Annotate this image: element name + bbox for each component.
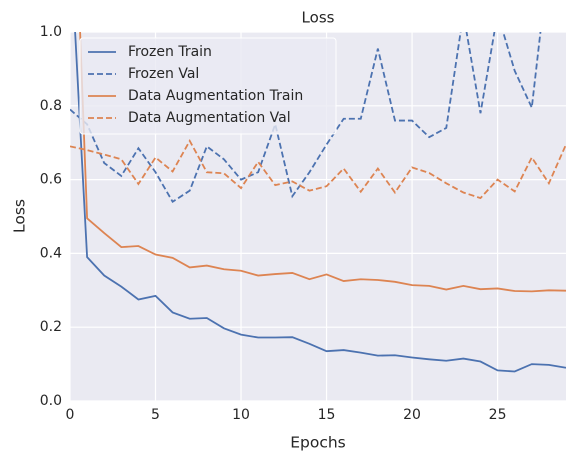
series-line [79,32,566,293]
x-tick-label: 25 [489,407,507,423]
x-axis-label: Epochs [290,434,346,452]
legend-label: Frozen Val [128,66,199,82]
y-tick-label: 0.6 [40,172,62,188]
chart-title: Loss [302,9,335,27]
series-line [70,138,566,200]
y-tick-label: 0.4 [40,245,62,261]
x-tick-label: 0 [66,407,75,423]
x-tick-label: 20 [403,407,421,423]
x-tick-label: 5 [151,407,160,423]
legend-label: Data Augmentation Val [128,110,291,126]
y-tick-label: 0.2 [40,319,62,335]
x-tick-label: 15 [318,407,336,423]
y-tick-label: 0.0 [40,393,62,409]
series-line [74,32,566,373]
legend-label: Data Augmentation Train [128,88,303,104]
legend-box [79,37,337,135]
y-axis-label: Loss [11,199,29,233]
y-tick-label: 0.8 [40,98,62,114]
x-tick-label: 10 [232,407,250,423]
legend-label: Frozen Train [128,44,212,60]
y-tick-label: 1.0 [40,24,62,40]
series-line [70,32,542,204]
